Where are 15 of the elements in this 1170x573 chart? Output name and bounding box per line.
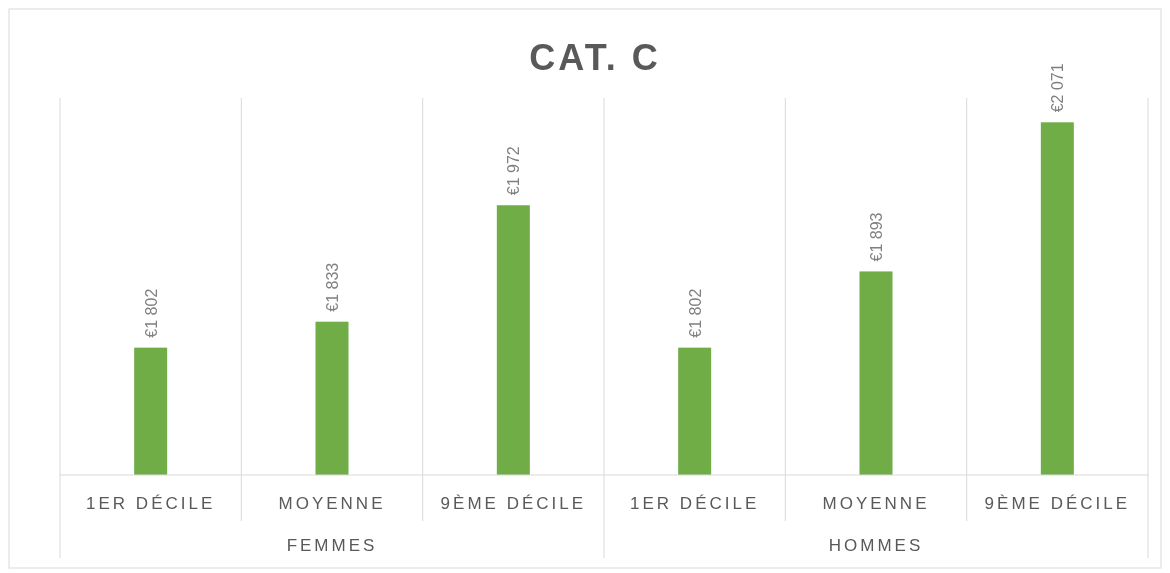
data-label: €2 071	[1049, 63, 1067, 113]
x-tick-label: MOYENNE	[278, 494, 386, 513]
data-label: €1 972	[505, 146, 523, 196]
x-tick-label: 9ÈME DÉCILE	[984, 494, 1131, 513]
data-label: €1 802	[142, 288, 160, 338]
chart-title: CAT. C	[529, 37, 661, 78]
data-label: €1 893	[868, 212, 885, 262]
data-label: €1 833	[324, 262, 341, 312]
text: FEMMES	[286, 536, 378, 555]
text: HOMMES	[828, 536, 924, 555]
x-tick-label: MOYENNE	[822, 494, 930, 513]
x-tick-label: 1ER DÉCILE	[86, 494, 216, 513]
x-tick-label: 1ER DÉCILE	[630, 494, 760, 513]
x-tick-label: 9ÈME DÉCILE	[440, 494, 587, 513]
data-label: €1 802	[686, 288, 704, 338]
